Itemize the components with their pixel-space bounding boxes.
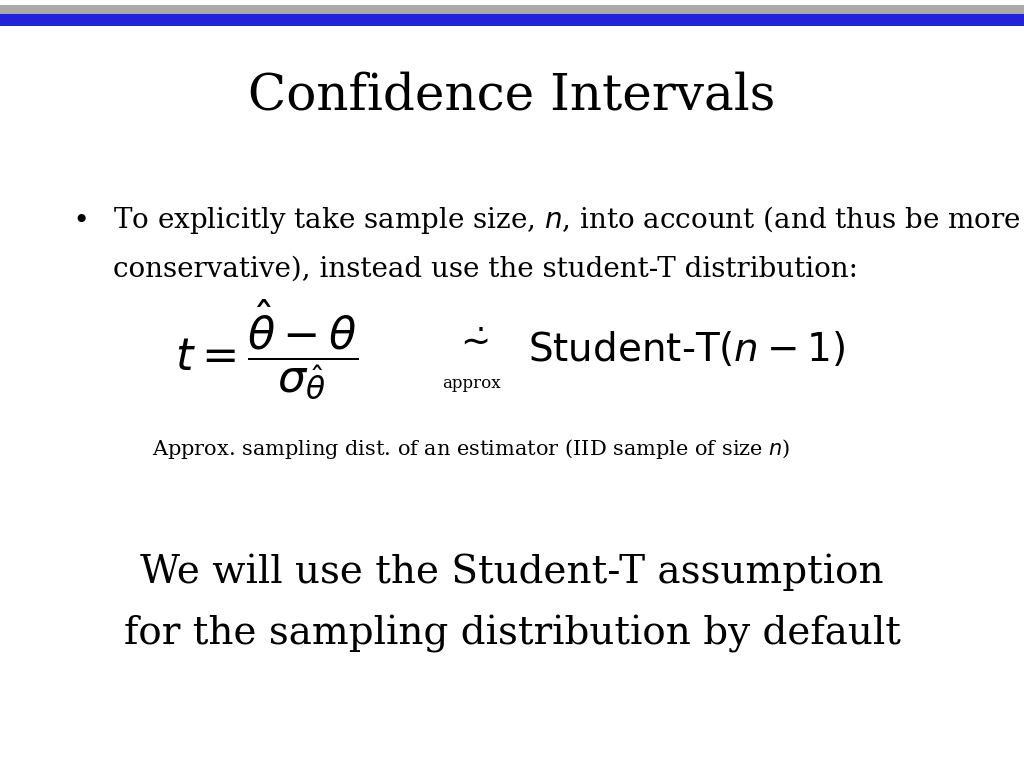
- Text: $t = \dfrac{\hat{\theta} - \theta}{\sigma_{\hat{\theta}}}$: $t = \dfrac{\hat{\theta} - \theta}{\sigm…: [175, 297, 357, 402]
- Text: for the sampling distribution by default: for the sampling distribution by default: [124, 614, 900, 653]
- Text: Confidence Intervals: Confidence Intervals: [248, 71, 776, 121]
- Text: To explicitly take sample size, $n$, into account (and thus be more: To explicitly take sample size, $n$, int…: [113, 204, 1021, 236]
- Text: conservative), instead use the student-T distribution:: conservative), instead use the student-T…: [113, 256, 858, 283]
- Text: $\mathrm{Student\text{-}T}(n-1)$: $\mathrm{Student\text{-}T}(n-1)$: [527, 330, 845, 369]
- Text: $\bullet$: $\bullet$: [72, 204, 86, 231]
- Text: We will use the Student-T assumption: We will use the Student-T assumption: [140, 554, 884, 591]
- Text: approx: approx: [441, 376, 501, 392]
- Text: Approx. sampling dist. of an estimator (IID sample of size $n$): Approx. sampling dist. of an estimator (…: [152, 437, 791, 462]
- Text: $\dot{\sim}$: $\dot{\sim}$: [454, 325, 488, 359]
